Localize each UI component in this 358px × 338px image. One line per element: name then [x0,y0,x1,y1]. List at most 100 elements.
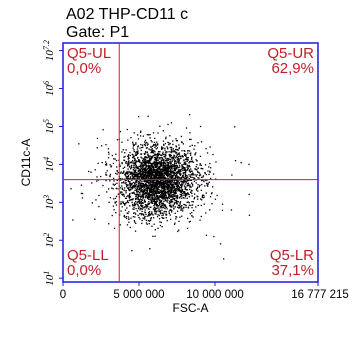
event-dot [169,174,172,176]
event-dot [129,177,132,179]
event-dot [164,176,166,178]
event-dot [135,153,137,156]
event-dot [162,172,164,175]
event-dot [168,193,171,196]
event-dot [147,203,149,206]
event-dot [170,159,172,161]
event-dot [164,162,166,164]
event-dot [115,201,118,203]
event-dot [133,167,136,169]
event-dot [148,198,150,200]
event-dot [180,135,183,138]
event-dot [157,156,159,158]
event-dot [136,197,138,199]
event-dot [170,170,172,172]
event-dot [177,177,179,180]
event-dot [170,151,172,153]
event-dot [159,163,162,165]
event-dot [134,189,136,191]
event-dot [128,197,131,199]
event-dot [202,179,204,182]
event-dot [182,176,184,178]
event-dot [151,172,154,175]
event-dot [133,144,135,146]
event-dot [145,156,148,159]
event-dot [189,132,191,134]
event-dot [115,204,118,206]
event-dot [194,168,196,170]
event-dot [158,157,160,159]
event-dot [153,141,156,143]
event-dot [176,190,178,192]
event-dot [153,161,155,163]
event-dot [171,189,173,191]
event-dot [186,160,188,162]
event-dot [158,191,160,193]
event-dot [160,172,162,174]
event-dot [160,169,162,171]
event-dot [122,201,124,203]
event-dot [168,211,170,213]
event-dot [152,155,154,157]
event-dot [171,164,174,166]
event-dot [162,167,165,169]
event-dot [169,188,171,190]
event-dot [162,163,165,165]
event-dot [178,154,181,156]
event-dot [157,214,159,216]
event-dot [145,162,148,164]
event-dot [149,175,151,177]
event-dot [165,172,167,174]
event-dot [187,207,189,209]
event-dot [150,186,152,188]
event-dot [127,164,129,166]
event-dot [144,201,146,203]
event-dot [146,147,148,149]
event-dot [173,189,175,191]
event-dot [185,204,187,207]
event-dot [155,174,157,176]
event-dot [146,161,148,163]
event-dot [161,177,163,179]
event-dot [150,189,152,191]
event-dot [196,169,198,171]
event-dot [125,192,127,194]
event-dot [185,178,187,180]
event-dot [137,173,140,175]
event-dot [149,137,151,139]
event-dot [162,147,164,149]
event-dot [158,181,161,184]
event-dot [133,206,135,208]
event-dot [172,148,174,150]
event-dot [170,169,172,171]
event-dot [170,171,173,174]
x-tick-label: 5 000 000 [113,289,164,301]
event-dot [141,164,143,166]
event-dot [137,174,139,176]
event-dot [153,205,155,207]
event-dot [119,203,122,205]
event-dot [128,194,131,196]
event-dot [156,187,158,190]
event-dot [143,214,145,216]
event-dot [154,154,156,156]
event-dot [148,170,150,172]
event-dot [155,162,157,164]
event-dot [141,180,143,183]
event-dot [129,192,131,195]
event-dot [175,192,177,194]
event-dot [131,184,133,186]
event-dot [210,193,213,195]
event-dot [150,190,153,192]
event-dot [191,170,193,172]
event-dot [183,163,185,165]
event-dot [181,186,183,188]
event-dot [174,212,176,214]
event-dot [181,180,183,183]
event-dot [136,210,138,212]
event-dot [168,153,170,156]
event-dot [150,184,153,186]
event-dot [139,165,141,168]
event-dot [173,172,175,174]
event-dot [153,223,155,225]
